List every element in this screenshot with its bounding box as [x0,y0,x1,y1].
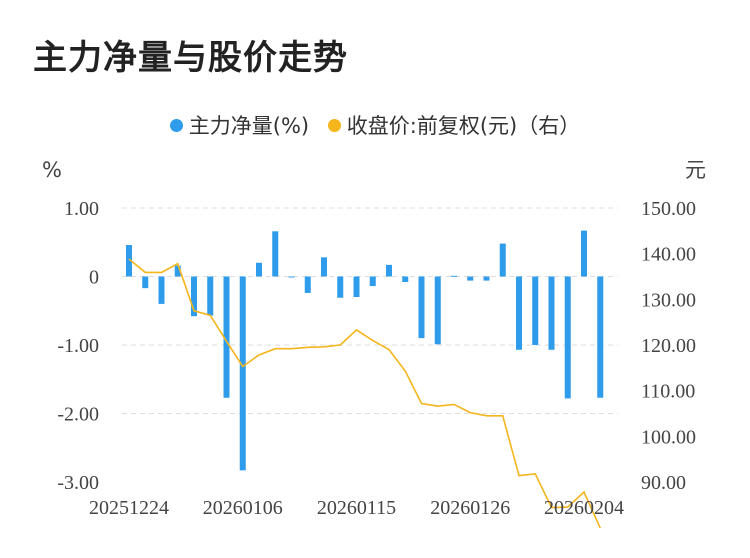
chart-legend: 主力净量(%) 收盘价:前复权(元)（右） [0,110,750,140]
net-bar[interactable] [207,276,214,316]
right-tick-label: 90.00 [641,472,686,494]
net-bar[interactable] [548,276,555,350]
legend-item-price[interactable]: 收盘价:前复权(元)（右） [327,110,581,140]
net-bar[interactable] [418,276,425,339]
legend-dot-net [169,118,183,132]
net-bar[interactable] [597,276,604,398]
price-line [128,258,601,529]
right-tick-label: 130.00 [641,289,696,311]
net-bar[interactable] [451,275,457,277]
legend-dot-price [327,118,341,132]
x-tick-label: 20260126 [430,497,510,519]
net-bar[interactable] [288,276,295,278]
net-bar[interactable] [239,276,246,471]
net-bar[interactable] [321,257,327,277]
net-bar[interactable] [532,276,539,346]
net-bar[interactable] [483,276,490,281]
net-bar[interactable] [174,265,181,277]
legend-item-net[interactable]: 主力净量(%) [169,110,310,140]
x-tick-label: 20251224 [89,497,169,519]
net-bar[interactable] [467,276,474,281]
net-bar[interactable] [499,243,506,277]
net-bar[interactable] [158,276,165,304]
left-tick-label: 1.00 [64,198,99,220]
right-tick-label: 120.00 [641,335,696,357]
net-bar[interactable] [353,276,360,298]
net-bar[interactable] [337,276,344,298]
net-bar[interactable] [581,230,587,277]
x-tick-label: 20260106 [203,497,283,519]
net-bar[interactable] [272,231,279,277]
right-axis-unit: 元 [685,158,706,182]
legend-label-net: 主力净量(%) [188,114,310,138]
right-tick-label: 100.00 [641,426,696,448]
net-bar[interactable] [304,276,311,293]
net-bar[interactable] [402,276,409,282]
left-tick-label: -3.00 [57,472,99,494]
x-tick-label: 20260115 [317,497,396,519]
net-bar[interactable] [191,276,197,317]
net-bar[interactable] [223,276,230,398]
left-axis-unit: % [42,158,62,182]
axis-labels: 1.00 0 -1.00 -2.00 -3.00 150.00 140.00 130.00 12… [57,198,696,519]
right-tick-label: 110.00 [641,381,695,403]
net-bar[interactable] [142,276,149,289]
right-tick-label: 140.00 [641,244,696,266]
chart-title: 主力净量与股价走势 [33,38,348,78]
net-bar[interactable] [256,262,262,277]
left-tick-label: -1.00 [57,335,99,357]
left-tick-label: -2.00 [57,404,99,426]
net-bar[interactable] [516,276,522,350]
legend-label-price: 收盘价:前复权(元)（右） [346,114,581,138]
net-bar[interactable] [434,276,441,345]
x-tick-label: 20260204 [544,497,624,519]
right-tick-label: 150.00 [641,198,696,220]
net-bar[interactable] [386,264,392,277]
left-tick-label: 0 [89,267,99,289]
net-bar[interactable] [126,244,132,277]
net-bar[interactable] [369,276,376,287]
net-bar[interactable] [564,276,571,399]
bar-series [126,230,604,471]
